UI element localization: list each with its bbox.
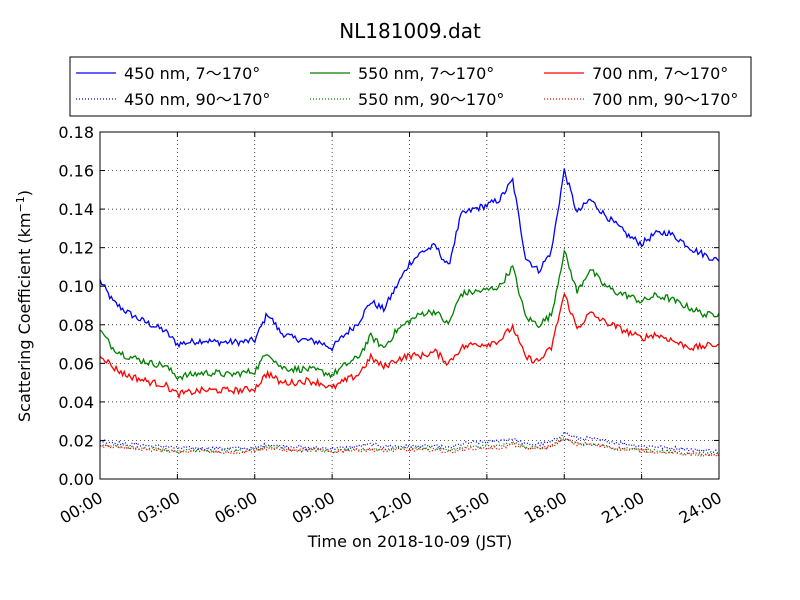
y-axis-label-close: ) bbox=[15, 190, 34, 196]
legend-entry: 450 nm, 90～170° bbox=[124, 90, 270, 109]
y-axis-label-text: Scattering Coefficient (km bbox=[15, 212, 34, 422]
y-tick-label: 0.04 bbox=[58, 393, 94, 412]
y-tick-label: 0.12 bbox=[58, 239, 94, 258]
y-axis-label: Scattering Coefficient (km−1) bbox=[14, 190, 34, 422]
legend: 450 nm, 7～170° 550 nm, 7～170° 700 nm, 7～17… bbox=[76, 64, 738, 109]
x-tick-label: 12:00 bbox=[366, 488, 415, 528]
series-line bbox=[99, 249, 720, 381]
legend-entry: 550 nm, 90～170° bbox=[358, 90, 504, 109]
y-axis-label-sup: −1 bbox=[14, 196, 27, 212]
x-tick-label: 00:00 bbox=[57, 488, 106, 528]
legend-entry: 700 nm, 7～170° bbox=[592, 64, 728, 83]
legend-entry: 450 nm, 7～170° bbox=[124, 64, 260, 83]
x-tick-label: 21:00 bbox=[598, 488, 647, 528]
plot-area bbox=[100, 132, 719, 479]
x-tick-label: 24:00 bbox=[676, 488, 725, 528]
legend-box bbox=[69, 56, 752, 117]
y-tick-label: 0.08 bbox=[58, 316, 94, 335]
y-tick-label: 0.00 bbox=[58, 470, 94, 489]
y-tick-label: 0.18 bbox=[58, 123, 94, 142]
legend-entry: 550 nm, 7～170° bbox=[358, 64, 494, 83]
x-tick-label: 18:00 bbox=[521, 488, 570, 528]
x-tick-label: 15:00 bbox=[443, 488, 492, 528]
chart-title: NL181009.dat bbox=[339, 19, 481, 43]
y-tick-label: 0.16 bbox=[58, 162, 94, 181]
series-layer bbox=[99, 168, 720, 458]
series-line bbox=[99, 292, 720, 400]
y-tick-label: 0.10 bbox=[58, 277, 94, 296]
series-line bbox=[99, 437, 720, 457]
x-tick-label: 03:00 bbox=[134, 488, 183, 528]
y-tick-label: 0.06 bbox=[58, 354, 94, 373]
y-tick-label: 0.14 bbox=[58, 200, 94, 219]
legend-entry: 700 nm, 90～170° bbox=[592, 90, 738, 109]
y-tick-label: 0.02 bbox=[58, 431, 94, 450]
series-line bbox=[99, 168, 720, 352]
x-axis-label: Time on 2018-10-09 (JST) bbox=[307, 532, 512, 551]
x-tick-label: 06:00 bbox=[211, 488, 260, 528]
x-tick-label: 09:00 bbox=[289, 488, 338, 528]
